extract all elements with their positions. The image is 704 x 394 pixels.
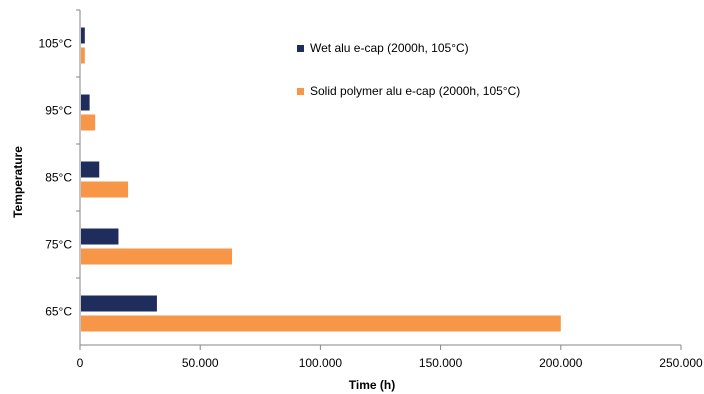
x-tick-label: 200.000 (539, 356, 583, 370)
bar-solid-0 (81, 315, 561, 332)
legend-label-solid: Solid polymer alu e-cap (2000h, 105°C) (310, 84, 520, 98)
y-axis-title: Temperature (11, 146, 25, 218)
x-tick-label: 150.000 (419, 356, 463, 370)
x-tick-labels: 0 50.000 100.000 150.000 200.000 250.000 (77, 345, 703, 370)
bar-wet-2 (81, 161, 100, 178)
bar-wet-1 (81, 228, 119, 245)
legend-swatch-solid (297, 88, 304, 95)
y-tick-label: 85°C (45, 171, 72, 185)
x-tick-label: 0 (77, 356, 84, 370)
y-tick-label: 95°C (45, 104, 72, 118)
bar-solid-2 (81, 181, 129, 198)
y-tick-label: 75°C (45, 238, 72, 252)
x-axis-title: Time (h) (349, 378, 395, 392)
x-tick-label: 50.000 (182, 356, 219, 370)
bar-wet-3 (81, 94, 90, 111)
bar-solid-4 (81, 47, 85, 64)
x-tick-label: 100.000 (299, 356, 343, 370)
bars-group (81, 27, 561, 332)
legend: Wet alu e-cap (2000h, 105°C) Solid polyme… (297, 41, 520, 98)
bar-solid-3 (81, 114, 96, 131)
bar-solid-1 (81, 248, 233, 265)
legend-swatch-wet (297, 45, 304, 52)
bar-wet-0 (81, 295, 157, 312)
x-tick-label: 250.000 (659, 356, 703, 370)
y-tick-label: 65°C (45, 305, 72, 319)
y-tick-labels: 65°C 75°C 85°C 95°C 105°C (39, 9, 80, 319)
y-tick-label: 105°C (39, 37, 73, 51)
legend-label-wet: Wet alu e-cap (2000h, 105°C) (310, 41, 469, 55)
bar-wet-4 (81, 27, 85, 44)
